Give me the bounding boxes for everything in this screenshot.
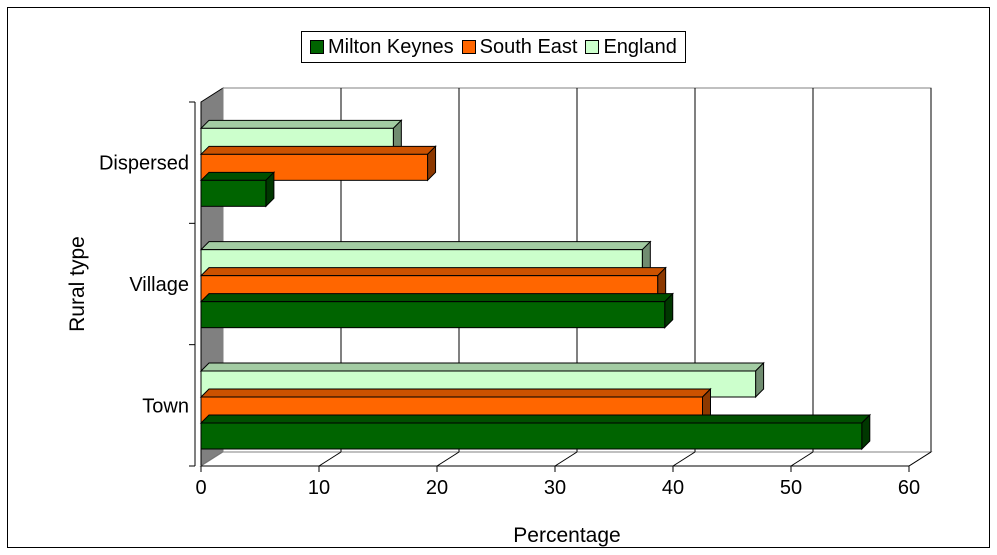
legend: Milton Keynes South East England bbox=[301, 31, 686, 63]
y-tick-label-village: Village bbox=[129, 274, 189, 296]
bar-south-east-dispersed-top bbox=[199, 145, 437, 155]
bar-milton-keynes-town bbox=[200, 422, 863, 450]
x-tick-label: 0 bbox=[195, 477, 206, 499]
bar-milton-keynes-dispersed bbox=[200, 179, 267, 207]
bar-milton-keynes-town-top bbox=[199, 414, 872, 424]
chart-frame: 0 10 20 30 40 50 60 Town Village Dispersed Percent… bbox=[7, 7, 990, 548]
legend-item-milton-keynes: Milton Keynes bbox=[310, 36, 454, 59]
floor-gridline bbox=[672, 451, 696, 467]
y-tick-label-dispersed: Dispersed bbox=[99, 153, 189, 175]
legend-item-england: England bbox=[585, 35, 677, 59]
bar-milton-keynes-dispersed-top bbox=[199, 171, 276, 181]
legend-swatch-england bbox=[585, 40, 600, 54]
bar-england-village-top bbox=[199, 241, 652, 251]
y-axis-title: Rural type bbox=[66, 236, 89, 332]
bar-milton-keynes-village-top bbox=[199, 293, 674, 303]
floor-gridline bbox=[908, 451, 932, 467]
bar-milton-keynes-village bbox=[200, 301, 666, 329]
y-tick-label-town: Town bbox=[142, 395, 189, 417]
x-tick-label: 50 bbox=[780, 477, 802, 499]
x-tick-label: 40 bbox=[662, 477, 684, 499]
legend-label-south-east: South East bbox=[479, 35, 578, 58]
floor-gridline bbox=[318, 451, 342, 467]
legend-swatch-south-east bbox=[461, 40, 476, 54]
legend-label-england: England bbox=[603, 35, 677, 58]
floor-gridline bbox=[790, 451, 814, 467]
floor-gridline bbox=[436, 451, 460, 467]
legend-swatch-milton-keynes bbox=[310, 40, 324, 54]
floor-gridline bbox=[554, 451, 578, 467]
legend-item-south-east: South East bbox=[461, 35, 578, 59]
bar-south-east-town-top bbox=[199, 388, 712, 398]
x-tick-label: 20 bbox=[426, 477, 448, 499]
x-tick-label: 10 bbox=[308, 477, 330, 499]
x-tick-label: 30 bbox=[544, 477, 566, 499]
x-axis-title: Percentage bbox=[513, 524, 620, 547]
bar-chart: 0 10 20 30 40 50 60 Town Village Dispersed Percent… bbox=[66, 87, 933, 547]
bar-england-town-top bbox=[199, 362, 765, 372]
legend-label-milton-keynes: Milton Keynes bbox=[328, 35, 454, 58]
bar-south-east-village-top bbox=[199, 267, 667, 277]
bar-england-dispersed-top bbox=[199, 119, 403, 129]
x-tick-label: 60 bbox=[898, 477, 920, 499]
